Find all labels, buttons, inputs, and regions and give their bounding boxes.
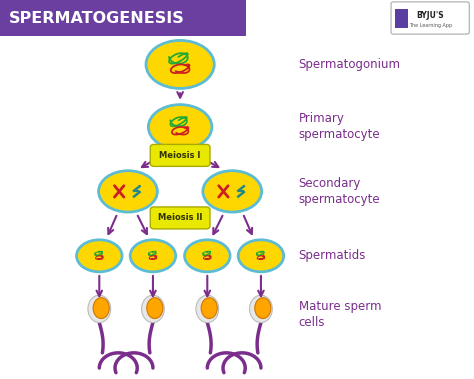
Text: Meiosis II: Meiosis II <box>158 213 202 222</box>
Ellipse shape <box>93 298 109 318</box>
FancyBboxPatch shape <box>150 207 210 229</box>
Text: Secondary
spermatocyte: Secondary spermatocyte <box>299 177 380 206</box>
Ellipse shape <box>203 171 262 212</box>
Ellipse shape <box>249 295 272 323</box>
Text: Mature sperm
cells: Mature sperm cells <box>299 300 381 329</box>
Ellipse shape <box>142 295 164 323</box>
Text: Meiosis I: Meiosis I <box>159 151 201 160</box>
FancyBboxPatch shape <box>395 9 408 28</box>
Text: The Learning App: The Learning App <box>409 22 452 28</box>
Ellipse shape <box>99 171 157 212</box>
Ellipse shape <box>147 298 163 318</box>
Ellipse shape <box>238 240 283 272</box>
Ellipse shape <box>130 240 176 272</box>
Ellipse shape <box>201 298 217 318</box>
Text: SPERMATOGENESIS: SPERMATOGENESIS <box>9 11 184 26</box>
Text: Spermatids: Spermatids <box>299 249 366 262</box>
Ellipse shape <box>196 295 219 323</box>
Text: Primary
spermatocyte: Primary spermatocyte <box>299 113 380 141</box>
Ellipse shape <box>184 240 230 272</box>
Ellipse shape <box>146 41 214 88</box>
FancyBboxPatch shape <box>150 144 210 166</box>
Ellipse shape <box>88 295 110 323</box>
Ellipse shape <box>148 105 212 149</box>
FancyBboxPatch shape <box>0 0 246 36</box>
Ellipse shape <box>76 240 122 272</box>
Ellipse shape <box>255 298 271 318</box>
Text: Spermatogonium: Spermatogonium <box>299 58 401 71</box>
FancyBboxPatch shape <box>391 2 469 34</box>
Text: BYJU'S: BYJU'S <box>417 11 444 20</box>
